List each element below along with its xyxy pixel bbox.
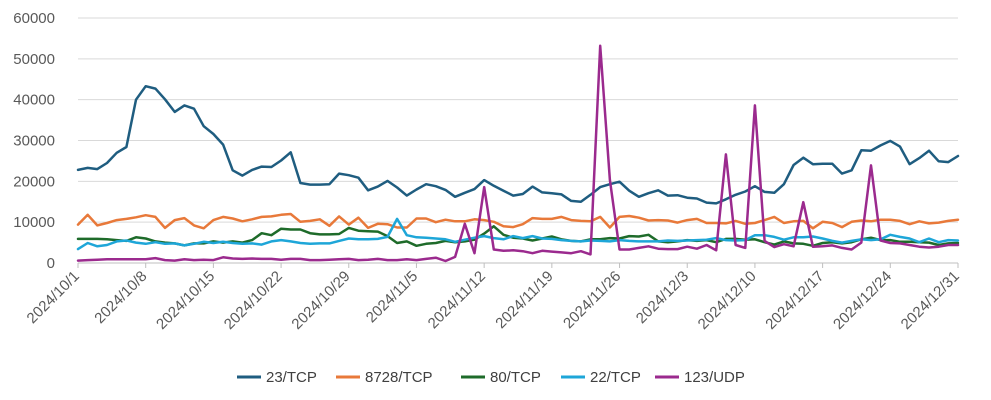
legend-label: 23/TCP bbox=[266, 369, 317, 386]
x-tick-label: 2024/11/5 bbox=[363, 268, 421, 326]
y-tick-label: 20000 bbox=[13, 173, 55, 190]
legend-label: 22/TCP bbox=[590, 369, 641, 386]
series-lines bbox=[76, 44, 960, 263]
x-tick-label: 2024/11/26 bbox=[560, 268, 624, 332]
x-tick-label: 2024/10/1 bbox=[24, 268, 83, 327]
x-tick-label: 2024/12/17 bbox=[762, 268, 827, 333]
legend: 23/TCP 8728/TCP 80/TCP 22/TCP 123/UDP bbox=[237, 369, 745, 386]
x-tick-label: 2024/10/15 bbox=[153, 268, 218, 333]
legend-label: 8728/TCP bbox=[365, 369, 433, 386]
x-tick-label: 2024/10/8 bbox=[91, 268, 150, 327]
series-line-23-tcp bbox=[76, 84, 960, 205]
x-tick-label: 2024/11/19 bbox=[492, 268, 556, 332]
y-tick-label: 30000 bbox=[13, 133, 55, 150]
y-tick-label: 40000 bbox=[13, 92, 55, 109]
series-line-123-udp bbox=[76, 44, 960, 263]
y-tick-label: 50000 bbox=[13, 51, 55, 68]
x-tick-label: 2024/10/29 bbox=[288, 268, 353, 333]
x-axis-ticks: 2024/10/1 2024/10/8 2024/10/15 2024/10/22 20… bbox=[24, 263, 963, 333]
y-tick-label: 60000 bbox=[13, 10, 55, 27]
x-tick-label: 2024/10/22 bbox=[221, 268, 286, 333]
gridlines bbox=[78, 17, 958, 264]
series-line-8728-tcp bbox=[76, 212, 960, 230]
legend-label: 123/UDP bbox=[684, 369, 745, 386]
y-tick-label: 0 bbox=[47, 255, 55, 272]
x-tick-label: 2024/12/31 bbox=[898, 268, 963, 333]
x-tick-label: 2024/12/24 bbox=[830, 268, 895, 333]
y-axis-ticks: 0 10000 20000 30000 40000 50000 60000 bbox=[13, 10, 55, 272]
x-tick-label: 2024/12/10 bbox=[695, 268, 760, 333]
y-tick-label: 10000 bbox=[13, 214, 55, 231]
x-tick-label: 2024/12/3 bbox=[633, 268, 692, 327]
legend-label: 80/TCP bbox=[490, 369, 541, 386]
x-tick-label: 2024/11/12 bbox=[425, 268, 489, 332]
